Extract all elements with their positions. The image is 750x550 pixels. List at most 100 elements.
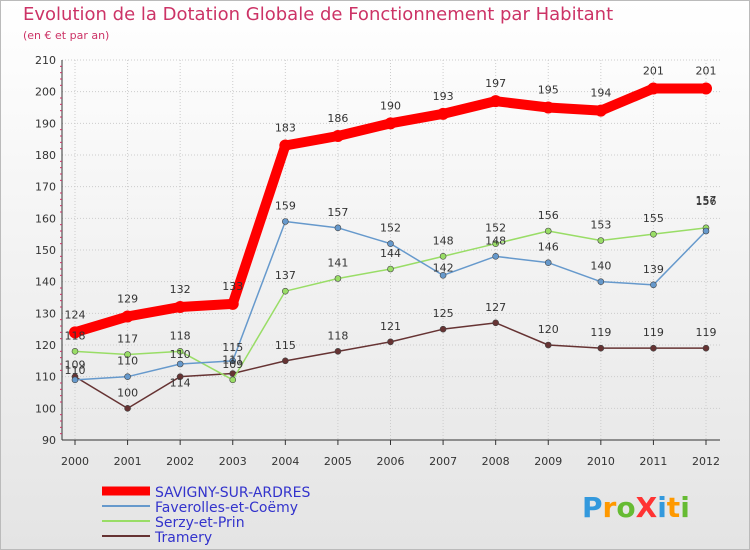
data-point [702, 227, 710, 235]
data-point [334, 348, 342, 355]
data-point [439, 325, 447, 333]
data-point [492, 253, 499, 260]
y-tick-label: 90 [42, 434, 56, 447]
y-tick-label: 210 [35, 54, 56, 67]
data-label: 193 [433, 90, 454, 103]
data-point [229, 376, 237, 384]
data-label: 186 [327, 112, 348, 125]
data-label: 119 [696, 326, 717, 339]
proxiti-logo: ProXiti [582, 491, 690, 524]
data-label: 142 [433, 261, 454, 274]
data-label: 183 [275, 122, 296, 135]
data-point [439, 253, 447, 260]
data-point [542, 101, 555, 114]
chart-title: Evolution de la Dotation Globale de Fonc… [23, 4, 613, 25]
data-point [544, 227, 552, 235]
data-label: 111 [222, 354, 243, 367]
data-label: 201 [696, 65, 717, 78]
data-point [124, 405, 131, 412]
data-label: 119 [643, 326, 664, 339]
data-point [279, 139, 292, 152]
data-label: 117 [117, 333, 138, 346]
data-point [69, 326, 81, 339]
x-tick-label: 2011 [639, 455, 667, 468]
data-label: 119 [590, 326, 611, 339]
x-tick-label: 2009 [534, 455, 562, 468]
data-label: 114 [170, 377, 191, 390]
data-label: 157 [327, 206, 348, 219]
data-point [700, 82, 712, 95]
data-labels-group: 124 129 132 133 183 186 190 193 197 195 194 201 201 1… [65, 65, 717, 400]
data-point [387, 338, 394, 346]
data-point [650, 230, 657, 238]
x-tick-labels: 2000 2001 2002 2003 2004 2005 2006 2007 2008 2009… [61, 455, 720, 468]
data-label: 109 [222, 358, 243, 371]
data-point [544, 341, 552, 349]
data-label: 144 [380, 247, 401, 260]
data-point [229, 357, 237, 365]
x-tick-label: 2002 [166, 455, 194, 468]
data-label: 152 [485, 222, 506, 235]
x-tick-label: 2012 [692, 455, 720, 468]
data-point [71, 376, 79, 384]
data-point [489, 95, 502, 108]
data-label: 124 [65, 308, 86, 321]
data-point [71, 348, 79, 355]
data-point [176, 360, 184, 368]
y-tick-label: 130 [35, 307, 56, 320]
data-label: 110 [170, 348, 191, 361]
data-label: 132 [170, 283, 191, 296]
data-label: 159 [275, 200, 296, 213]
data-label: 109 [65, 359, 86, 372]
data-point [334, 275, 342, 282]
data-point [437, 107, 450, 120]
data-label: 118 [170, 329, 191, 342]
data-point [124, 373, 131, 380]
data-point [331, 130, 344, 142]
data-label: 125 [433, 307, 454, 320]
data-point [597, 278, 605, 285]
data-label: 140 [590, 260, 611, 273]
y-tick-label: 160 [35, 212, 56, 225]
data-point [282, 218, 289, 225]
x-tick-label: 2008 [482, 455, 510, 468]
data-point [594, 104, 607, 117]
data-label: 148 [485, 234, 506, 247]
data-label: 110 [65, 364, 86, 377]
legend: SAVIGNY-SUR-ARDRESFaverolles-et-CoëmySer… [102, 485, 310, 546]
legend-label: Serzy-et-Prin [155, 515, 245, 531]
x-tick-label: 2005 [324, 455, 352, 468]
data-label: 197 [485, 77, 506, 90]
data-label: 137 [275, 269, 296, 282]
data-label: 127 [485, 301, 506, 314]
legend-label: SAVIGNY-SUR-ARDRES [155, 485, 310, 501]
data-label: 155 [643, 212, 664, 225]
data-point [282, 357, 289, 365]
x-tick-label: 2003 [219, 455, 247, 468]
data-label: 146 [538, 241, 559, 254]
data-point [647, 82, 660, 95]
x-tick-label: 2001 [114, 455, 142, 468]
data-label: 152 [380, 222, 401, 235]
legend-label: Faverolles-et-Coëmy [155, 500, 298, 516]
data-point [650, 281, 657, 289]
data-label: 115 [275, 339, 296, 352]
data-label: 120 [538, 323, 559, 336]
y-tick-label: 120 [35, 339, 56, 352]
data-label: 194 [590, 87, 611, 100]
data-label: 148 [433, 234, 454, 247]
y-tick-label: 190 [35, 117, 56, 130]
data-label: 115 [222, 341, 243, 354]
y-tick-label: 150 [35, 244, 56, 257]
data-point [387, 240, 394, 247]
data-point [492, 240, 499, 247]
x-tick-label: 2000 [61, 455, 89, 468]
data-label: 139 [643, 263, 664, 276]
data-label: 157 [696, 194, 717, 207]
axes [60, 60, 720, 445]
data-label: 195 [538, 84, 559, 97]
data-label: 100 [117, 386, 138, 399]
data-label: 118 [327, 329, 348, 342]
y-tick-label: 140 [35, 276, 56, 289]
